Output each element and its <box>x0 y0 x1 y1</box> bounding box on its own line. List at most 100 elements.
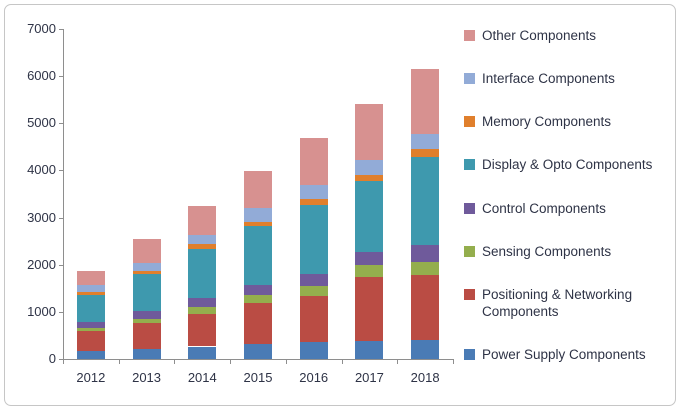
bar-segment-other-components <box>76 271 105 286</box>
bar-segment-positioning-networking-components <box>132 322 161 349</box>
y-axis-tick-label: 2000 <box>27 256 56 272</box>
y-axis-line <box>63 29 64 360</box>
bar-segment-control-components <box>76 321 105 329</box>
bar-segment-sensing-components <box>299 285 328 296</box>
bar-segment-sensing-components <box>188 307 217 314</box>
bar-segment-power-supply-components <box>244 343 272 359</box>
legend-swatch-icon <box>464 245 475 257</box>
y-axis-tick-label: 6000 <box>27 68 56 84</box>
x-axis-tick-mark <box>174 360 176 364</box>
bar-segment-sensing-components <box>355 265 384 278</box>
bar-segment-sensing-components <box>411 261 440 275</box>
legend-label: Memory Components <box>482 114 612 130</box>
legend-label: Positioning & Networking Components <box>482 286 633 319</box>
legend-swatch-icon <box>464 288 475 300</box>
bar-segment-memory-components <box>244 222 272 227</box>
bar-segment-control-components <box>188 297 217 308</box>
bar-segment-control-components <box>132 310 161 319</box>
bar-segment-memory-components <box>299 199 328 206</box>
y-axis-tick-mark <box>59 29 63 30</box>
bar-segment-sensing-components <box>244 295 272 304</box>
bar-segment-control-components <box>411 244 440 262</box>
bar-segment-other-components <box>355 104 384 161</box>
bar-segment-display-opto-components <box>76 295 105 322</box>
bar-segment-interface-components <box>76 285 105 292</box>
x-axis-tick-mark <box>453 360 454 364</box>
x-axis-tick-mark <box>397 360 399 364</box>
bar-segment-display-opto-components <box>244 226 272 286</box>
chart-legend: Other Components Interface Components Memo… <box>464 27 670 363</box>
y-axis-tick-label: 5000 <box>27 115 56 131</box>
bar-segment-control-components <box>244 285 272 296</box>
legend-item: Power Supply Components <box>464 346 670 363</box>
y-axis-tick-label: 7000 <box>27 21 56 36</box>
bar-segment-power-supply-components <box>132 348 161 359</box>
legend-item: Display & Opto Components <box>464 156 670 173</box>
x-axis-category-label: 2014 <box>187 370 217 385</box>
legend-item: Control Components <box>464 200 670 217</box>
x-axis-tick-mark <box>118 360 120 364</box>
legend-label: Control Components <box>482 200 606 216</box>
bar-segment-sensing-components <box>132 318 161 323</box>
y-axis-tick-label: 1000 <box>27 303 56 319</box>
bar-segment-display-opto-components <box>411 157 440 245</box>
bar-segment-control-components <box>299 274 328 286</box>
bar-segment-display-opto-components <box>132 274 161 311</box>
y-axis-tick-label: 4000 <box>27 162 56 178</box>
y-axis-tick-mark <box>59 311 63 313</box>
legend-item: Memory Components <box>464 113 670 130</box>
y-axis-tick-mark <box>59 170 63 172</box>
bar-segment-power-supply-components <box>76 351 105 359</box>
bar-segment-display-opto-components <box>188 248 217 298</box>
x-axis-tick-mark <box>230 360 232 364</box>
x-axis-category-label: 2013 <box>132 370 162 385</box>
bar-segment-sensing-components <box>76 328 105 332</box>
legend-swatch-icon <box>464 30 475 41</box>
bar-segment-power-supply-components <box>355 341 384 359</box>
bar-segment-display-opto-components <box>355 180 384 252</box>
bar-segment-power-supply-components <box>411 339 440 359</box>
bar-segment-memory-components <box>188 243 217 249</box>
x-axis-category-label: 2017 <box>354 370 384 385</box>
x-axis-category-label: 2016 <box>299 370 329 385</box>
bar-segment-interface-components <box>132 263 161 271</box>
legend-item: Sensing Components <box>464 243 670 260</box>
legend-label: Other Components <box>482 28 597 43</box>
legend-swatch-icon <box>464 116 475 128</box>
legend-item: Interface Components <box>464 70 670 87</box>
bar-segment-control-components <box>355 251 384 266</box>
y-axis-tick-mark <box>59 123 63 125</box>
bar-segment-memory-components <box>132 270 161 275</box>
legend-label: Sensing Components <box>482 243 612 259</box>
bar-segment-positioning-networking-components <box>355 277 384 342</box>
x-axis-line <box>63 359 454 360</box>
legend-swatch-icon <box>464 348 475 360</box>
bar-segment-interface-components <box>299 185 328 200</box>
x-axis-tick-mark <box>285 360 287 364</box>
bar-segment-other-components <box>188 205 217 236</box>
bar-segment-positioning-networking-components <box>244 303 272 344</box>
x-axis-category-label: 2018 <box>410 370 440 385</box>
bar-segment-other-components <box>411 68 440 135</box>
legend-swatch-icon <box>464 159 475 171</box>
bar-segment-memory-components <box>355 174 384 181</box>
bar-segment-other-components <box>132 239 161 264</box>
y-axis-tick-label: 0 <box>48 351 56 366</box>
chart-border <box>4 4 676 406</box>
bar-segment-other-components <box>244 171 272 208</box>
y-axis-tick-mark <box>59 217 63 219</box>
bar-segment-interface-components <box>244 207 272 223</box>
legend-item: Other Components <box>464 27 670 44</box>
bar-segment-interface-components <box>411 134 440 150</box>
x-axis-tick-mark <box>63 360 64 364</box>
bar-segment-other-components <box>299 138 328 186</box>
legend-label: Interface Components <box>482 71 615 87</box>
x-axis-category-label: 2012 <box>76 370 106 385</box>
bar-segment-interface-components <box>355 160 384 175</box>
legend-label: Display & Opto Components <box>482 157 653 173</box>
legend-label: Power Supply Components <box>482 346 646 362</box>
y-axis-tick-mark <box>59 76 63 78</box>
bar-segment-power-supply-components <box>299 342 328 359</box>
